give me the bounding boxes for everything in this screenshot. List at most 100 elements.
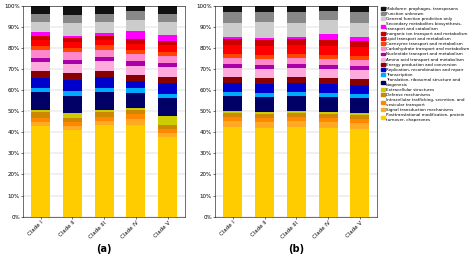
Bar — [95, 61, 114, 71]
Bar — [31, 6, 50, 13]
Bar — [158, 137, 177, 216]
Bar — [255, 97, 274, 112]
Bar — [158, 63, 177, 68]
Bar — [255, 78, 274, 84]
Bar — [158, 41, 177, 45]
Bar — [127, 88, 146, 93]
Legend: Mobilome: prophages, transposons, Function unknown, General function prediction : Mobilome: prophages, transposons, Functi… — [381, 6, 470, 122]
Bar — [31, 88, 50, 92]
Bar — [158, 22, 177, 35]
Bar — [287, 23, 306, 37]
Bar — [255, 69, 274, 78]
Bar — [287, 64, 306, 68]
Bar — [350, 113, 369, 115]
Bar — [95, 22, 114, 33]
Bar — [158, 116, 177, 125]
Bar — [223, 37, 242, 39]
Bar — [127, 108, 146, 110]
Bar — [127, 125, 146, 216]
Bar — [287, 6, 306, 12]
Bar — [31, 62, 50, 71]
Bar — [63, 64, 82, 74]
Bar — [223, 23, 242, 37]
Bar — [158, 56, 177, 63]
Bar — [127, 110, 146, 115]
Bar — [319, 69, 337, 78]
Bar — [158, 77, 177, 83]
Bar — [255, 40, 274, 46]
Bar — [350, 37, 369, 41]
Bar — [31, 50, 50, 58]
Bar — [287, 54, 306, 58]
Bar — [350, 94, 369, 98]
Bar — [158, 6, 177, 14]
Bar — [127, 81, 146, 88]
Bar — [31, 71, 50, 78]
Bar — [287, 77, 306, 83]
Bar — [350, 123, 369, 129]
Bar — [63, 38, 82, 42]
Bar — [255, 46, 274, 55]
Bar — [127, 66, 146, 75]
Bar — [287, 96, 306, 111]
Bar — [223, 6, 242, 12]
Bar — [319, 55, 337, 59]
Bar — [255, 84, 274, 93]
Bar — [127, 39, 146, 44]
Bar — [63, 126, 82, 130]
Bar — [223, 77, 242, 83]
Bar — [223, 121, 242, 127]
Bar — [158, 14, 177, 22]
Bar — [255, 22, 274, 38]
Bar — [63, 74, 82, 80]
Bar — [95, 6, 114, 14]
Bar — [127, 11, 146, 20]
Bar — [255, 6, 274, 12]
Bar — [31, 126, 50, 216]
Bar — [31, 118, 50, 122]
Bar — [127, 31, 146, 39]
Bar — [158, 94, 177, 98]
Bar — [95, 112, 114, 117]
Bar — [319, 118, 337, 122]
Bar — [63, 36, 82, 38]
Bar — [319, 6, 337, 11]
Bar — [127, 54, 146, 61]
Bar — [31, 13, 50, 22]
Bar — [127, 115, 146, 119]
Bar — [255, 55, 274, 59]
Bar — [63, 80, 82, 91]
Bar — [350, 60, 369, 66]
Bar — [31, 46, 50, 50]
Bar — [350, 23, 369, 37]
Bar — [287, 37, 306, 39]
Bar — [95, 45, 114, 50]
Bar — [95, 33, 114, 36]
Bar — [63, 91, 82, 96]
Bar — [350, 79, 369, 85]
Bar — [223, 45, 242, 54]
Bar — [319, 84, 337, 93]
Bar — [63, 42, 82, 48]
X-axis label: (a): (a) — [97, 244, 112, 254]
Bar — [158, 52, 177, 56]
Bar — [255, 12, 274, 22]
Bar — [319, 78, 337, 84]
Bar — [319, 46, 337, 55]
Bar — [350, 47, 369, 56]
Bar — [255, 114, 274, 118]
Bar — [63, 60, 82, 64]
Bar — [31, 92, 50, 110]
Bar — [63, 130, 82, 216]
Bar — [127, 44, 146, 50]
Bar — [63, 52, 82, 60]
Bar — [223, 54, 242, 58]
Bar — [95, 125, 114, 216]
Bar — [223, 12, 242, 23]
Bar — [223, 39, 242, 45]
Bar — [319, 112, 337, 114]
Bar — [158, 129, 177, 133]
Bar — [319, 128, 337, 216]
Bar — [319, 114, 337, 118]
Bar — [319, 34, 337, 40]
